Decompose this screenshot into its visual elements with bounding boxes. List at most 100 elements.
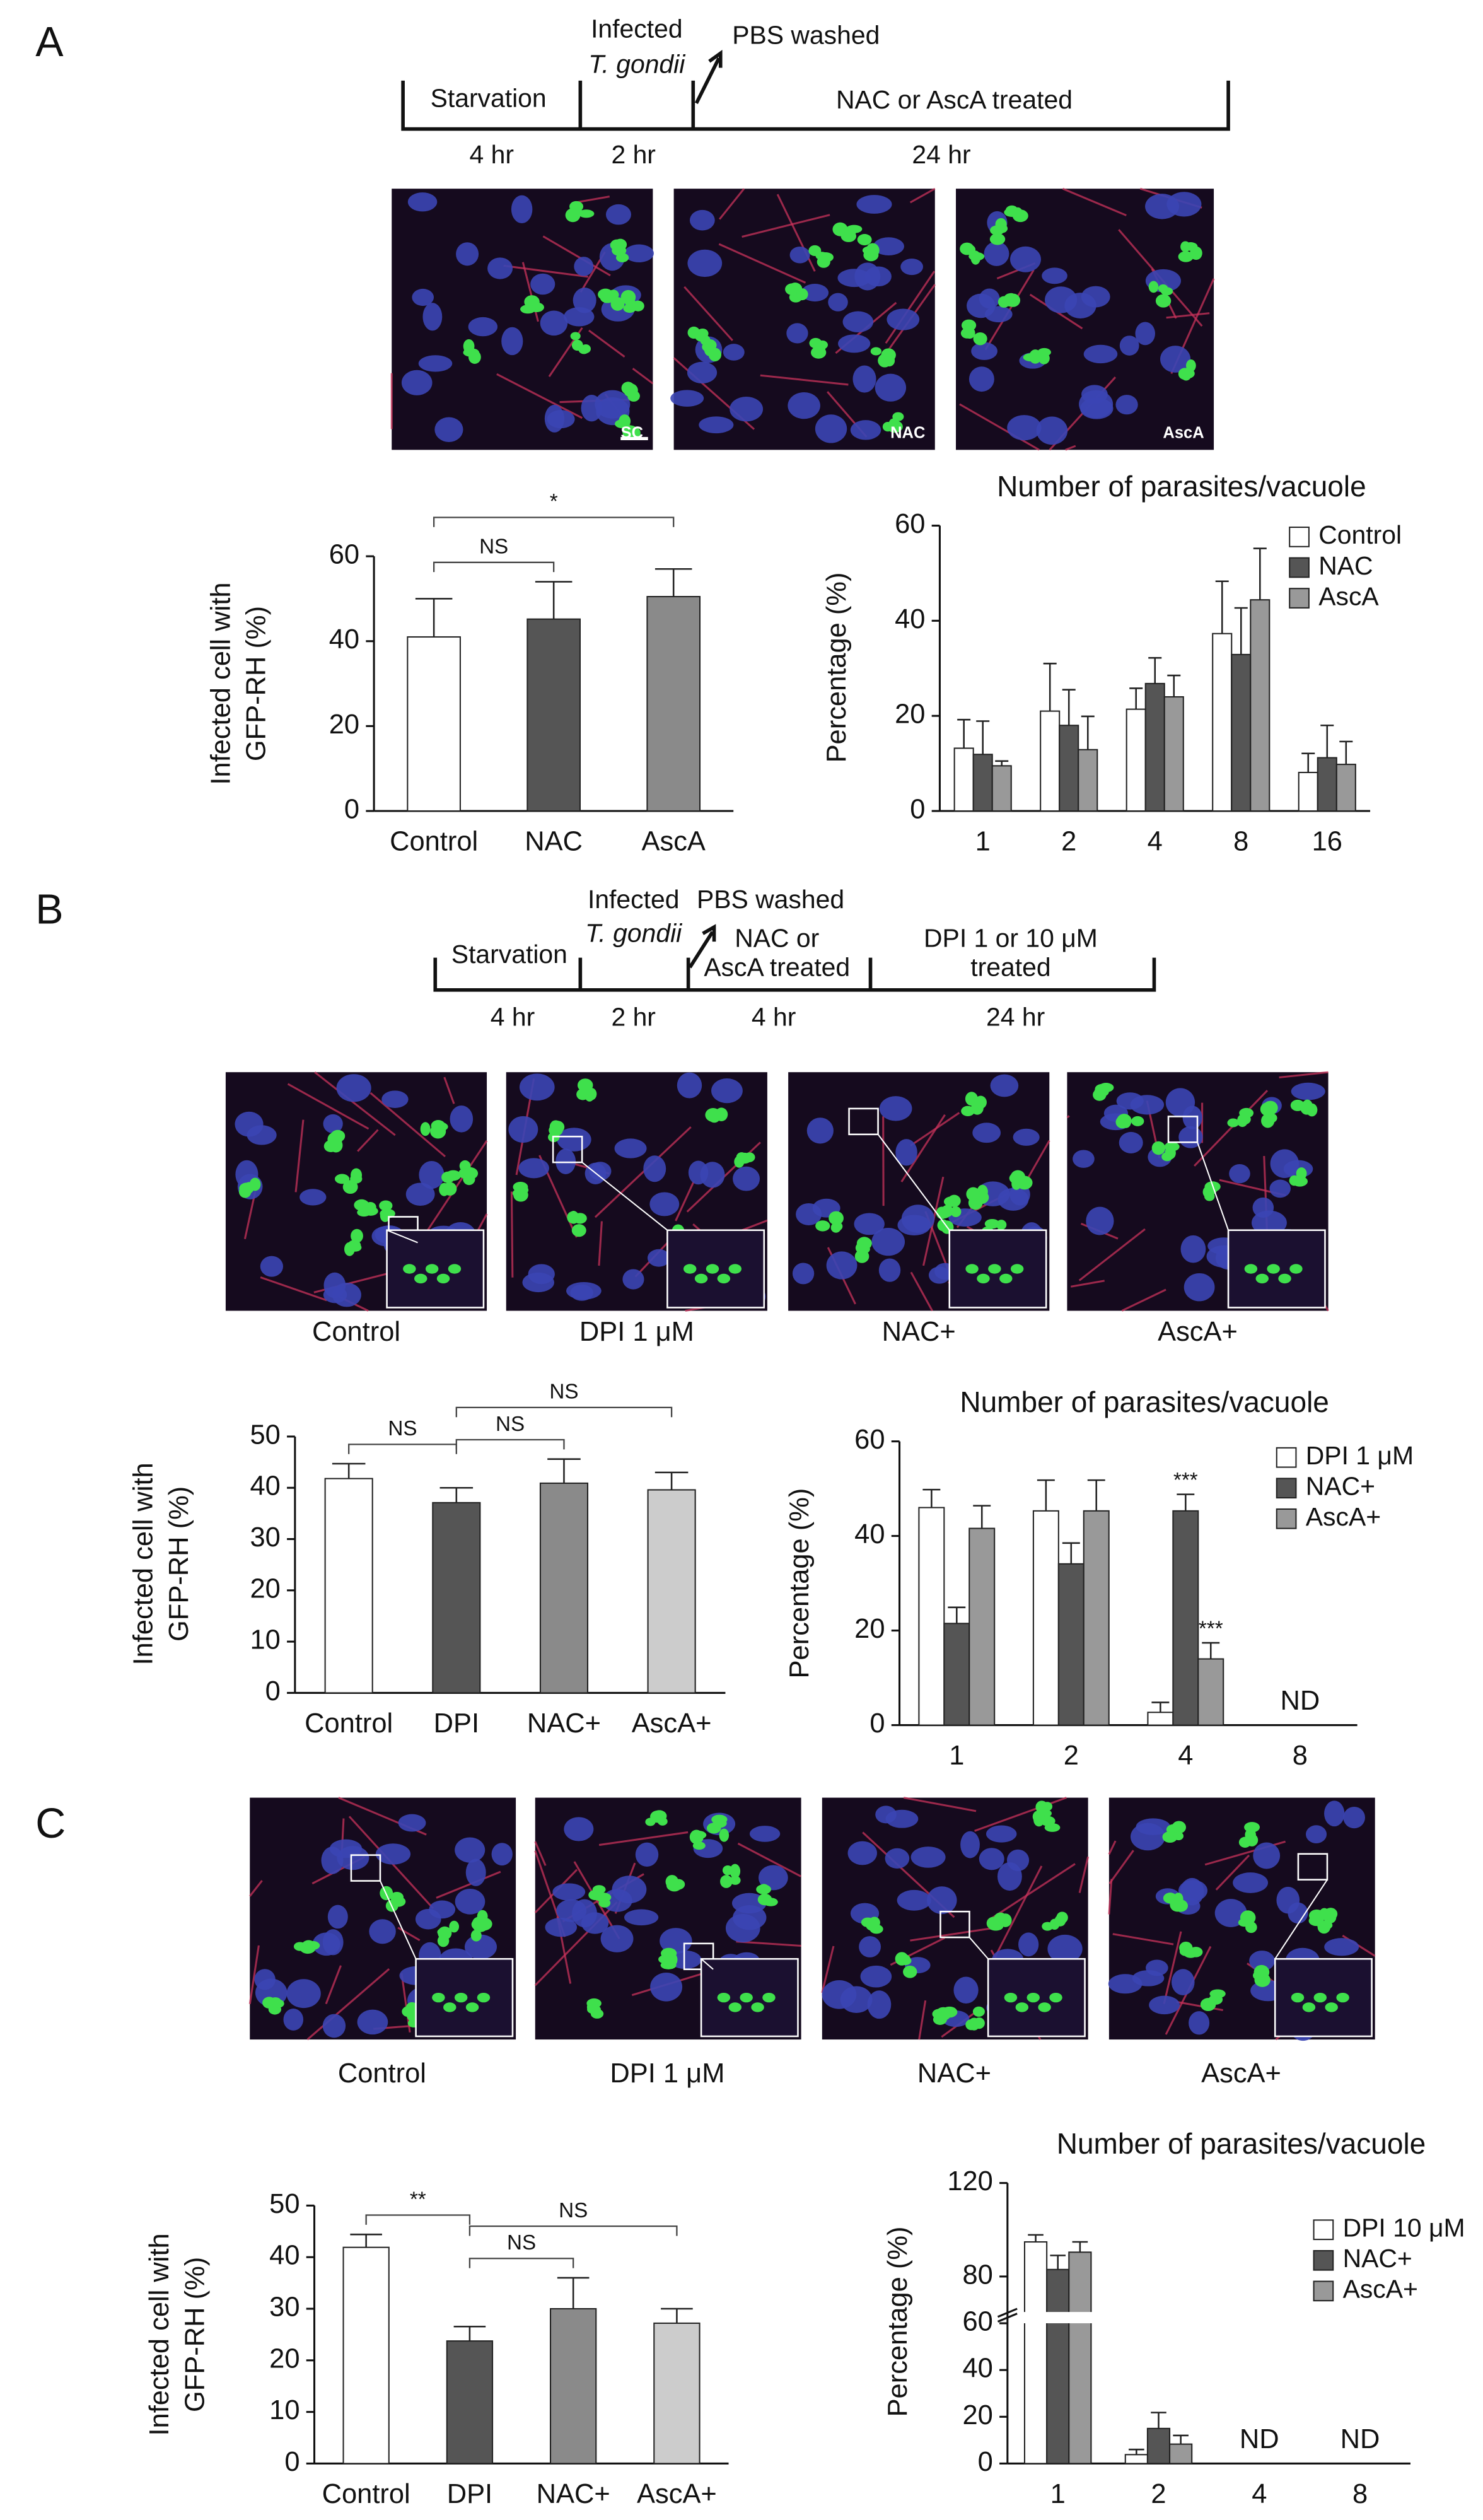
parasite	[571, 1224, 586, 1237]
parasite	[1158, 284, 1168, 293]
y-axis-label: Percentage (%)	[822, 573, 852, 763]
nucleus	[450, 1105, 474, 1133]
parasite	[1239, 1107, 1254, 1118]
error-bar	[1081, 715, 1095, 750]
nucleus	[1269, 1179, 1291, 1198]
y-axis-label: Percentage (%)	[883, 2227, 913, 2417]
nucleus	[927, 1886, 957, 1915]
nucleus	[1036, 416, 1068, 445]
parasite	[1183, 242, 1198, 251]
significance-label: *	[550, 490, 558, 513]
x-tick-label: AscA+	[632, 1708, 712, 1739]
nucleus	[687, 361, 718, 384]
parasite	[984, 1218, 1000, 1229]
nucleus	[871, 1228, 905, 1256]
nucleus	[897, 1215, 931, 1236]
nucleus	[1343, 1806, 1365, 1829]
actin-fiber	[1121, 1288, 1166, 1312]
y-tick-label: 30	[250, 1522, 280, 1553]
x-tick-label: 4	[1148, 827, 1163, 857]
parasite	[305, 1940, 320, 1951]
parasite	[1244, 1264, 1258, 1274]
inset-link	[387, 1229, 418, 1244]
parasite	[381, 1208, 392, 1218]
parasite	[414, 1273, 427, 1284]
nucleus	[711, 1078, 743, 1104]
parasite	[1163, 1893, 1178, 1904]
micrograph	[1066, 1071, 1329, 1312]
nucleus	[730, 396, 764, 422]
actin-fiber	[683, 286, 733, 341]
parasite	[705, 1108, 721, 1123]
nucleus	[1324, 1938, 1359, 1956]
parasite	[513, 1188, 528, 1202]
nucleus	[1189, 2011, 1210, 2035]
bar	[991, 765, 1012, 812]
parasite	[708, 347, 722, 362]
parasite	[861, 1917, 875, 1927]
parasite	[999, 1273, 1013, 1284]
parasite	[351, 1168, 363, 1182]
legend-swatch	[1276, 1508, 1297, 1529]
nucleus	[327, 1905, 348, 1929]
timeline-stage: treated	[970, 952, 1050, 981]
nucleus	[847, 1841, 877, 1865]
nucleus	[540, 310, 568, 336]
parasite	[882, 421, 893, 432]
timeline-stage: PBS washed	[732, 21, 880, 50]
nucleus	[733, 1166, 760, 1191]
parasite	[719, 1828, 730, 1842]
nucleus	[1249, 1951, 1275, 1971]
nucleus	[1108, 1974, 1143, 1994]
nucleus	[875, 373, 907, 402]
y-tick-label: 120	[947, 2166, 993, 2196]
image-caption: DPI 1 μM	[610, 2058, 724, 2089]
parasite	[683, 1264, 697, 1274]
legend-label: AscA+	[1306, 1502, 1381, 1531]
nucleus	[323, 1272, 346, 1298]
parasite	[432, 1992, 445, 2003]
nucleus	[650, 1972, 683, 2002]
parasite	[1173, 1899, 1188, 1912]
parasite	[961, 1105, 975, 1116]
y-tick-label: 40	[895, 604, 925, 634]
parasite	[477, 1992, 491, 2003]
bar	[342, 2246, 390, 2465]
bar	[653, 2322, 701, 2465]
y-tick-label: 0	[978, 2447, 993, 2477]
annotation: ND	[1240, 2424, 1279, 2454]
bar	[953, 747, 974, 812]
nucleus	[1149, 1995, 1180, 2015]
bar	[1298, 771, 1318, 812]
timeline-stage: T. gondii	[588, 50, 685, 79]
nucleus	[984, 241, 1009, 266]
timeline-duration: 24 hr	[986, 1003, 1045, 1032]
actin-fiber	[737, 1842, 801, 1877]
nucleus	[1160, 346, 1191, 373]
parasite	[436, 1273, 450, 1284]
image-caption: AscA+	[1201, 2058, 1281, 2089]
y-tick-label: 60	[962, 2307, 992, 2337]
actin-fiber	[1176, 2000, 1223, 2012]
nucleus	[788, 392, 820, 419]
parasite	[903, 1965, 917, 1978]
parasite	[592, 1885, 606, 1894]
parasite	[694, 329, 707, 342]
parasite	[568, 1211, 579, 1224]
nucleus	[322, 2014, 346, 2038]
parasite	[1004, 1992, 1018, 2003]
nucleus	[897, 1889, 931, 1911]
actin-fiber	[1108, 1879, 1113, 1915]
error-bar	[654, 1471, 689, 1490]
panel-letter: C	[35, 1800, 66, 1847]
parasite	[390, 1892, 404, 1903]
nucleus	[838, 334, 871, 353]
bar	[918, 1507, 945, 1726]
y-axis-label: GFP-RH (%)	[241, 606, 272, 761]
parasite	[379, 1200, 393, 1211]
parasite	[1213, 1990, 1223, 2000]
parasite	[758, 1884, 770, 1894]
micrograph	[248, 1797, 516, 2041]
parasite	[728, 2002, 742, 2012]
nucleus	[329, 1839, 363, 1858]
